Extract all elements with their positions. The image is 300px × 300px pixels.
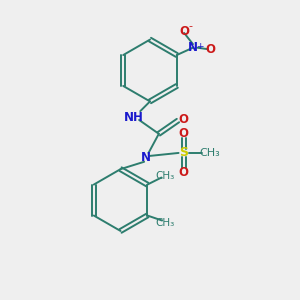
Text: N: N <box>188 41 198 54</box>
Text: -: - <box>189 22 193 32</box>
Text: CH₃: CH₃ <box>200 148 220 158</box>
Text: CH₃: CH₃ <box>155 218 175 228</box>
Text: O: O <box>179 166 189 178</box>
Text: S: S <box>179 146 188 159</box>
Text: O: O <box>206 43 216 56</box>
Text: NH: NH <box>124 111 144 124</box>
Text: +: + <box>196 42 203 51</box>
Text: O: O <box>178 112 188 126</box>
Text: O: O <box>179 127 189 140</box>
Text: CH₃: CH₃ <box>155 171 175 181</box>
Text: O: O <box>179 25 189 38</box>
Text: N: N <box>141 151 151 164</box>
